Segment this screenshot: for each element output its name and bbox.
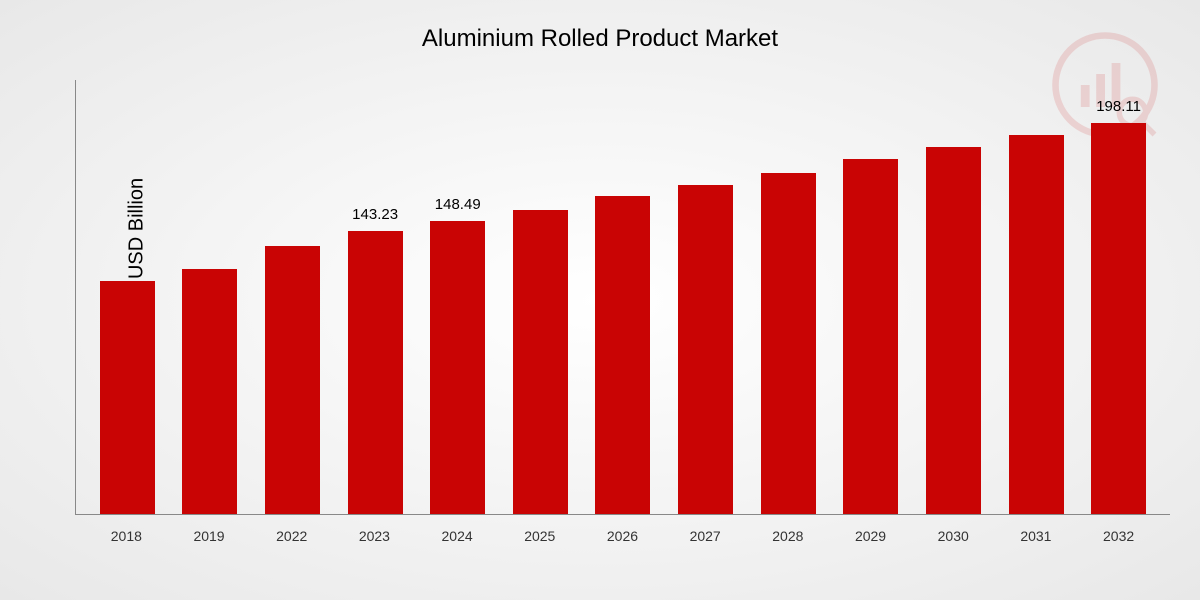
x-axis-tick-label: 2018 — [85, 520, 168, 545]
bar — [1009, 135, 1064, 514]
bar-wrapper — [499, 80, 582, 514]
bar — [100, 281, 155, 514]
plot-area: 143.23 148.49 198.11 — [75, 80, 1170, 515]
bar — [182, 269, 237, 514]
bar-wrapper — [664, 80, 747, 514]
bar-wrapper: 143.23 — [334, 80, 417, 514]
bar-wrapper — [582, 80, 665, 514]
x-axis-tick-label: 2027 — [664, 520, 747, 545]
bar-value-label: 148.49 — [435, 196, 481, 213]
bar-wrapper — [86, 80, 169, 514]
bar — [926, 147, 981, 514]
x-axis-tick-label: 2026 — [581, 520, 664, 545]
x-axis-tick-label: 2019 — [168, 520, 251, 545]
bar — [348, 231, 403, 514]
x-axis-labels: 2018201920222023202420252026202720282029… — [75, 520, 1170, 545]
bar-wrapper — [169, 80, 252, 514]
bar-value-label: 143.23 — [352, 206, 398, 223]
x-axis-tick-label: 2024 — [416, 520, 499, 545]
bar — [678, 185, 733, 514]
bar — [430, 221, 485, 514]
bar-wrapper — [747, 80, 830, 514]
bar-wrapper — [829, 80, 912, 514]
bar-wrapper: 148.49 — [416, 80, 499, 514]
bar — [843, 159, 898, 514]
x-axis-tick-label: 2025 — [498, 520, 581, 545]
bar — [1091, 123, 1146, 514]
x-axis-tick-label: 2022 — [250, 520, 333, 545]
chart-container: 143.23148.49198.11 201820192022202320242… — [75, 80, 1170, 545]
chart-title: Aluminium Rolled Product Market — [0, 0, 1200, 53]
bar — [513, 210, 568, 514]
x-axis-tick-label: 2029 — [829, 520, 912, 545]
x-axis-tick-label: 2030 — [912, 520, 995, 545]
bar-wrapper: 198.11 — [1077, 80, 1160, 514]
bars-container: 143.23 148.49 198.11 — [76, 80, 1170, 514]
bar-value-label: 198.11 — [1096, 98, 1141, 115]
bar — [761, 173, 816, 514]
x-axis-tick-label: 2023 — [333, 520, 416, 545]
bar-wrapper — [251, 80, 334, 514]
bar-wrapper — [995, 80, 1078, 514]
bar — [595, 196, 650, 514]
x-axis-tick-label: 2031 — [995, 520, 1078, 545]
bar — [265, 246, 320, 514]
bar-wrapper — [912, 80, 995, 514]
x-axis-tick-label: 2032 — [1077, 520, 1160, 545]
x-axis-tick-label: 2028 — [747, 520, 830, 545]
